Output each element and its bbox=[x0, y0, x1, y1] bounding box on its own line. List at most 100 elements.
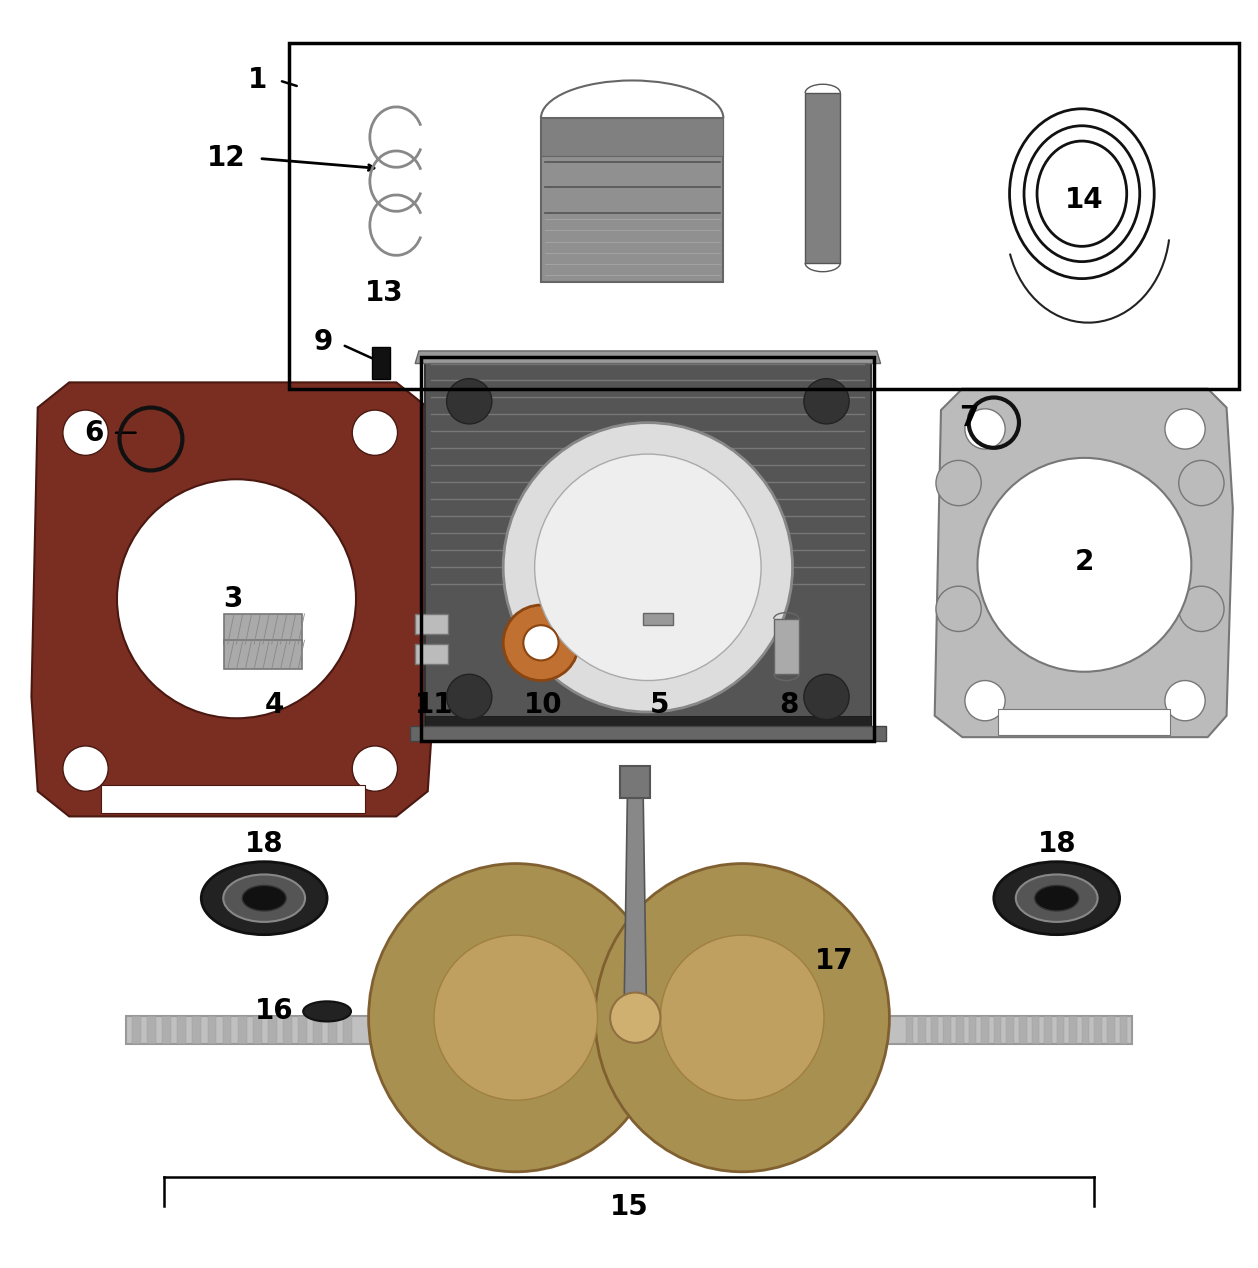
Text: 16: 16 bbox=[254, 998, 293, 1026]
Ellipse shape bbox=[434, 935, 598, 1101]
Text: 15: 15 bbox=[610, 1193, 648, 1221]
Polygon shape bbox=[643, 612, 673, 625]
Circle shape bbox=[804, 675, 849, 719]
Polygon shape bbox=[620, 766, 650, 798]
Ellipse shape bbox=[242, 885, 286, 910]
Polygon shape bbox=[192, 1017, 201, 1044]
Ellipse shape bbox=[660, 935, 824, 1101]
Polygon shape bbox=[994, 1017, 1001, 1044]
Polygon shape bbox=[410, 725, 886, 741]
Circle shape bbox=[936, 460, 981, 506]
Polygon shape bbox=[238, 1017, 247, 1044]
Polygon shape bbox=[298, 1017, 307, 1044]
Polygon shape bbox=[1019, 1017, 1027, 1044]
Text: 5: 5 bbox=[649, 691, 669, 719]
Text: 10: 10 bbox=[525, 691, 562, 719]
Circle shape bbox=[1165, 408, 1205, 449]
Polygon shape bbox=[981, 1017, 989, 1044]
Polygon shape bbox=[147, 1017, 156, 1044]
Circle shape bbox=[1179, 586, 1224, 631]
Circle shape bbox=[117, 479, 356, 718]
Polygon shape bbox=[372, 347, 390, 379]
Ellipse shape bbox=[1034, 885, 1078, 910]
Text: 7: 7 bbox=[960, 403, 979, 431]
Ellipse shape bbox=[303, 1002, 351, 1022]
Circle shape bbox=[503, 605, 579, 681]
Polygon shape bbox=[956, 1017, 964, 1044]
Ellipse shape bbox=[1015, 875, 1097, 922]
Polygon shape bbox=[283, 1017, 292, 1044]
Text: 9: 9 bbox=[314, 328, 333, 356]
Text: 2: 2 bbox=[1074, 548, 1094, 576]
Text: 3: 3 bbox=[223, 585, 243, 612]
Polygon shape bbox=[208, 1017, 216, 1044]
Polygon shape bbox=[162, 1017, 171, 1044]
Circle shape bbox=[503, 422, 793, 713]
Polygon shape bbox=[998, 710, 1170, 734]
Circle shape bbox=[610, 993, 660, 1042]
Polygon shape bbox=[1057, 1017, 1064, 1044]
Polygon shape bbox=[415, 614, 448, 634]
Polygon shape bbox=[774, 619, 799, 675]
Polygon shape bbox=[253, 1017, 262, 1044]
Circle shape bbox=[1179, 460, 1224, 506]
Circle shape bbox=[965, 681, 1005, 720]
Text: 18: 18 bbox=[1038, 831, 1076, 858]
Polygon shape bbox=[805, 93, 840, 262]
Text: 13: 13 bbox=[365, 279, 403, 307]
Polygon shape bbox=[268, 1017, 277, 1044]
Ellipse shape bbox=[994, 862, 1120, 935]
Polygon shape bbox=[931, 1017, 938, 1044]
Circle shape bbox=[63, 410, 108, 455]
Polygon shape bbox=[969, 1017, 976, 1044]
Ellipse shape bbox=[224, 875, 304, 922]
Circle shape bbox=[523, 625, 559, 661]
Polygon shape bbox=[126, 1017, 1132, 1044]
Polygon shape bbox=[425, 358, 871, 741]
Polygon shape bbox=[1069, 1017, 1077, 1044]
Polygon shape bbox=[935, 389, 1233, 737]
Text: 4: 4 bbox=[264, 691, 284, 719]
Text: 14: 14 bbox=[1066, 186, 1103, 214]
Polygon shape bbox=[223, 1017, 231, 1044]
Polygon shape bbox=[177, 1017, 186, 1044]
Circle shape bbox=[447, 379, 492, 424]
Text: 11: 11 bbox=[415, 691, 453, 719]
Polygon shape bbox=[224, 614, 302, 644]
Text: 1: 1 bbox=[248, 66, 267, 95]
Circle shape bbox=[535, 454, 761, 681]
Polygon shape bbox=[343, 1017, 352, 1044]
Polygon shape bbox=[101, 785, 365, 813]
Text: 8: 8 bbox=[779, 691, 799, 719]
Ellipse shape bbox=[201, 862, 327, 935]
Polygon shape bbox=[31, 383, 434, 817]
Polygon shape bbox=[1094, 1017, 1102, 1044]
Text: 6: 6 bbox=[84, 418, 103, 446]
Circle shape bbox=[63, 746, 108, 791]
Polygon shape bbox=[224, 640, 302, 670]
Polygon shape bbox=[1082, 1017, 1089, 1044]
Polygon shape bbox=[541, 118, 723, 281]
Polygon shape bbox=[649, 619, 667, 678]
Circle shape bbox=[352, 746, 398, 791]
Polygon shape bbox=[1107, 1017, 1115, 1044]
Ellipse shape bbox=[595, 864, 889, 1172]
Polygon shape bbox=[132, 1017, 141, 1044]
Polygon shape bbox=[425, 715, 871, 741]
Text: 18: 18 bbox=[245, 831, 283, 858]
Polygon shape bbox=[328, 1017, 337, 1044]
Polygon shape bbox=[1044, 1017, 1052, 1044]
Polygon shape bbox=[1032, 1017, 1039, 1044]
Polygon shape bbox=[541, 118, 723, 156]
Circle shape bbox=[936, 586, 981, 631]
Circle shape bbox=[352, 410, 398, 455]
Text: 17: 17 bbox=[815, 947, 854, 975]
Circle shape bbox=[1165, 681, 1205, 720]
Polygon shape bbox=[415, 351, 881, 364]
Polygon shape bbox=[918, 1017, 926, 1044]
Polygon shape bbox=[624, 798, 647, 1018]
Circle shape bbox=[965, 408, 1005, 449]
Polygon shape bbox=[906, 1017, 913, 1044]
Polygon shape bbox=[1006, 1017, 1014, 1044]
Polygon shape bbox=[313, 1017, 322, 1044]
